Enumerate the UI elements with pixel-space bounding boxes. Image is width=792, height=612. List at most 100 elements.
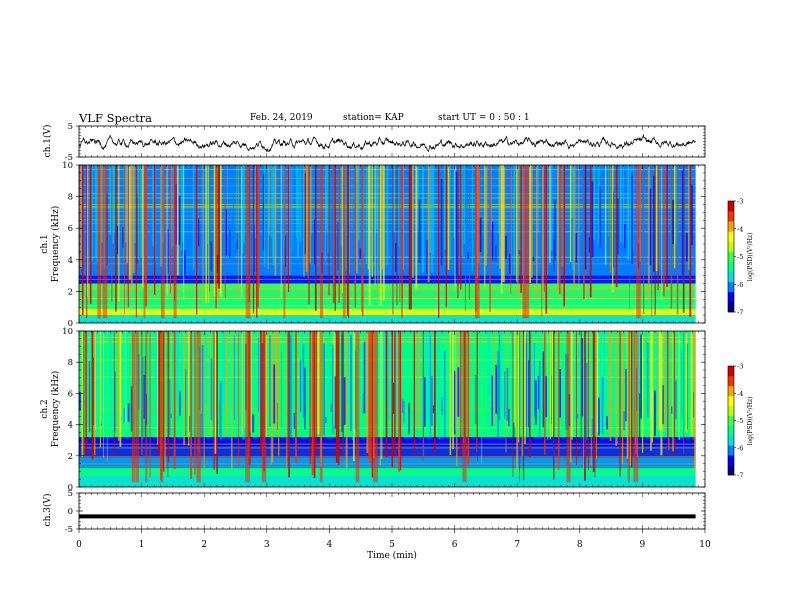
spectrogram-stripe: [166, 165, 168, 296]
spectrogram-stripe: [441, 397, 443, 415]
spectrogram-event: [160, 165, 165, 319]
spectrogram-stripe: [330, 403, 332, 412]
spectrogram-stripe: [155, 165, 156, 262]
spectrogram-stripe: [591, 181, 594, 258]
x-tick-label: 0: [76, 540, 82, 550]
spectrogram-stripe: [508, 253, 511, 274]
spectrogram-stripe: [183, 165, 185, 300]
spectrogram-event: [355, 331, 360, 483]
spectrogram-band: [79, 476, 696, 487]
spectrogram-stripe: [649, 188, 652, 266]
spectrogram-stripe: [180, 331, 183, 407]
colorbar-segment: [728, 425, 734, 436]
spectrogram-stripe: [209, 192, 211, 274]
spectrogram-stripe: [469, 331, 470, 434]
ch2-spectrogram-axis-label-line2: Frequency (kHz): [50, 371, 61, 448]
spectrogram-stripe: [574, 331, 576, 419]
spectrogram-stripe: [645, 249, 647, 266]
spectrogram-stripe: [221, 331, 223, 403]
spectrogram-stripe: [167, 331, 169, 478]
x-tick-label: 7: [514, 540, 520, 550]
colorbar-tick-label: -7: [737, 309, 743, 317]
spectrogram-stripe: [422, 331, 425, 461]
spectrogram-stripe: [460, 331, 462, 455]
spectrogram-stripe: [334, 165, 336, 311]
spectrogram-stripe: [352, 204, 354, 275]
spectrogram-stripe: [632, 331, 634, 433]
spectrogram-stripe: [348, 165, 350, 318]
spectrogram-event: [160, 331, 164, 483]
spectrogram-stripe: [583, 331, 585, 470]
spectrogram-stripe: [114, 371, 116, 432]
spectrogram-stripe: [282, 165, 284, 265]
spectrogram-stripe: [563, 165, 566, 307]
spectrogram-stripe: [296, 165, 299, 259]
spectrogram-stripe: [520, 331, 522, 422]
spectrogram-stripe: [490, 165, 492, 230]
spectrogram-stripe: [530, 331, 533, 418]
spectrogram-stripe: [184, 368, 187, 437]
spectrogram-stripe: [434, 331, 436, 453]
spectrogram-stripe: [142, 357, 144, 440]
spectrogram-stripe: [484, 165, 486, 287]
spectrogram-stripe: [505, 331, 507, 453]
spectrogram-stripe: [571, 217, 573, 262]
spectrogram-stripe: [628, 165, 630, 310]
spectrogram-stripe: [681, 171, 683, 275]
spectrogram-stripe: [513, 165, 516, 276]
spectrogram-stripe: [213, 331, 215, 470]
spectrogram-stripe: [456, 331, 458, 467]
spectrogram-stripe: [615, 165, 618, 288]
spectrogram-event: [633, 331, 639, 483]
ch1-waveform-line: [78, 133, 696, 153]
spectrogram-stripe: [387, 331, 390, 420]
spectrogram-stripe: [124, 165, 125, 315]
spectrogram-stripe: [365, 331, 367, 408]
spectrogram-stripe: [141, 331, 143, 456]
spectrogram-stripe: [631, 172, 633, 264]
spectrogram-stripe: [402, 165, 404, 271]
spectrogram-stripe: [293, 412, 295, 430]
spectrogram-stripe: [125, 331, 127, 433]
spectrogram-stripe: [316, 331, 317, 452]
spectrogram-stripe: [543, 165, 545, 292]
spectrogram-stripe: [650, 331, 652, 451]
spectrogram-stripe: [101, 165, 104, 243]
spectrogram-stripe: [404, 331, 406, 405]
spectrogram-stripe: [173, 331, 176, 469]
spectrogram-stripe: [536, 165, 538, 300]
spectrogram-stripe: [413, 331, 415, 453]
spectrogram-stripe: [294, 331, 297, 464]
spectrogram-stripe: [257, 165, 259, 308]
colorbar-segment: [728, 445, 734, 456]
spectrogram-stripe: [236, 165, 237, 242]
spectrogram-stripe: [177, 331, 180, 421]
spectrogram-stripe: [596, 331, 599, 433]
spectrogram-stripe: [619, 331, 621, 477]
spectrogram-stripe: [176, 165, 179, 276]
spectrogram-event: [245, 331, 250, 483]
x-tick-label: 3: [264, 540, 270, 550]
spectrogram-stripe: [216, 255, 219, 274]
spectrogram-stripe: [132, 165, 135, 273]
spectrogram-stripe: [194, 173, 197, 260]
spectrogram-stripe: [522, 331, 525, 481]
spectrogram-stripe: [545, 165, 548, 314]
spectrogram-stripe: [575, 232, 577, 263]
spectrogram-stripe: [663, 165, 665, 297]
spectrogram-stripe: [142, 165, 144, 289]
spectrogram-stripe: [629, 165, 631, 260]
spectrogram-stripe: [134, 165, 136, 244]
spectrogram-stripe: [621, 331, 624, 464]
spectrogram-stripe: [301, 200, 303, 246]
spectrogram-stripe: [621, 200, 624, 262]
spectrogram-stripe: [115, 165, 117, 312]
spectrogram-event: [342, 165, 346, 319]
spectrogram-stripe: [202, 165, 204, 305]
spectrogram-stripe: [341, 333, 343, 433]
spectrogram-stripe: [289, 165, 291, 276]
spectrogram-stripe: [684, 331, 686, 437]
spectrogram-stripe: [103, 331, 104, 458]
spectrogram-stripe: [465, 172, 468, 275]
spectrogram-stripe: [574, 165, 576, 257]
